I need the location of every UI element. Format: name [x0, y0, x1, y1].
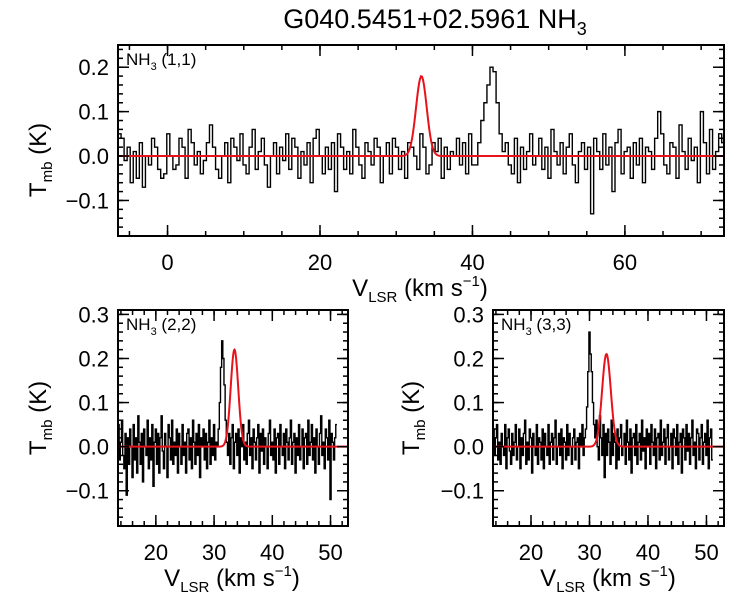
- panel-1-y-axis-label-symbol: T: [25, 182, 52, 197]
- panel-3-gaussian-fit: [493, 352, 724, 448]
- panel-2: 20 30 40 50 −0.1 0.0 0.1 0.2 0.3 NH3 (2,2) VLSR (k…: [25, 302, 349, 596]
- panel-2-x-axis-label-superscript: −1: [275, 563, 292, 580]
- panel-3-transition-label-subscript: 3: [526, 326, 532, 338]
- panel-1-x-axis-label-symbol: V: [352, 275, 368, 302]
- panel-1-x-axis-label-superscript: −1: [463, 273, 480, 290]
- panel-2-transition-label: NH3 (2,2): [126, 315, 196, 338]
- panel-3-axes-frame: [492, 309, 725, 527]
- panel-2-y-tick-label: 0.1: [78, 391, 109, 416]
- panel-2-transition-label-species: NH: [126, 315, 151, 334]
- panel-2-gaussian-fit: [118, 348, 348, 448]
- panel-3-y-tick-label: 0.3: [453, 302, 484, 327]
- panel-3-x-axis-label-subscript: LSR: [556, 579, 585, 596]
- panel-1-transition-label-subscript: 3: [151, 61, 157, 73]
- panel-3-x-tick-label: 20: [519, 540, 543, 565]
- panel-2-x-tick-label: 50: [318, 540, 342, 565]
- panel-1: 0 20 40 60 −0.1 0.0 0.1 0.2 NH3 (1,1) VLSR (km s−…: [25, 44, 725, 306]
- panel-1-x-tick-label: 0: [161, 250, 173, 275]
- panel-1-x-axis-label-close: ): [480, 275, 488, 302]
- panel-2-y-axis-label: Tmb (K): [25, 381, 56, 455]
- panel-1-y-tick-label: 0.1: [78, 100, 109, 125]
- panel-1-x-axis-label-subscript: LSR: [368, 289, 397, 306]
- panel-1-x-tick-label: 40: [460, 250, 484, 275]
- panel-3-x-axis-label-symbol: V: [540, 565, 556, 592]
- panel-3-transition-label-species: NH: [501, 315, 526, 334]
- panel-3-y-tick-label: −0.1: [441, 479, 484, 504]
- panel-3-x-tick-label: 30: [577, 540, 601, 565]
- panel-2-y-axis-label-symbol: T: [25, 440, 52, 455]
- panel-1-x-tick-label: 20: [308, 250, 332, 275]
- panel-1-x-tick-label: 60: [613, 250, 637, 275]
- panel-1-y-tick-label: 0.0: [78, 144, 109, 169]
- panel-3: 20 30 40 50 −0.1 0.0 0.1 0.2 0.3 NH3 (3,3) VLSR (k…: [398, 302, 725, 596]
- figure-title: G040.5451+02.5961 NH3: [283, 4, 587, 39]
- panel-2-y-tick-label: −0.1: [66, 479, 109, 504]
- panel-3-transition-label: NH3 (3,3): [501, 315, 571, 338]
- panel-2-y-axis-label-subscript: mb: [39, 420, 56, 441]
- panel-3-y-tick-label: 0.1: [453, 391, 484, 416]
- panel-3-x-axis-label: VLSR (km s−1): [540, 563, 676, 596]
- panel-3-transition-label-quantum-numbers: (3,3): [532, 315, 572, 334]
- panel-3-observed-spectrum: [493, 331, 713, 479]
- panel-1-gaussian-fit: [118, 75, 724, 158]
- panel-1-y-axis-label-unit: (K): [25, 123, 52, 162]
- panel-1-x-axis-label-unit: (km s: [397, 275, 462, 302]
- panel-1-y-axis-label-subscript: mb: [39, 162, 56, 183]
- panel-3-x-axis-label-unit: (km s: [585, 565, 650, 592]
- panel-1-axes-frame: [117, 44, 725, 237]
- panel-2-x-tick-label: 30: [202, 540, 226, 565]
- panel-3-x-tick-label: 40: [636, 540, 660, 565]
- panel-1-observed-spectrum: [118, 66, 724, 215]
- panel-2-x-axis-label-subscript: LSR: [180, 579, 209, 596]
- figure-title-text: G040.5451+02.5961 NH: [283, 4, 576, 34]
- panel-3-y-tick-label: 0.0: [453, 435, 484, 460]
- panel-2-y-tick-label: 0.2: [78, 346, 109, 371]
- panel-1-transition-label-species: NH: [126, 50, 151, 69]
- figure-title-subscript: 3: [577, 19, 587, 39]
- panel-1-y-tick-label: 0.2: [78, 55, 109, 80]
- panel-3-x-axis-label-superscript: −1: [651, 563, 668, 580]
- panel-3-y-axis-label-subscript: mb: [412, 420, 429, 441]
- panel-3-y-axis-label: Tmb (K): [398, 381, 429, 455]
- panel-2-x-tick-label: 20: [144, 540, 168, 565]
- panel-2-x-tick-label: 40: [260, 540, 284, 565]
- panel-2-x-axis-label-symbol: V: [164, 565, 180, 592]
- panel-2-x-axis-label: VLSR (km s−1): [164, 563, 300, 596]
- panel-2-observed-spectrum: [118, 340, 337, 501]
- panel-2-x-axis-label-close: ): [292, 565, 300, 592]
- panel-3-y-axis-label-symbol: T: [398, 440, 425, 455]
- panel-1-y-axis-label: Tmb (K): [25, 123, 56, 197]
- panel-2-y-axis-label-unit: (K): [25, 381, 52, 420]
- panel-1-x-axis-label: VLSR (km s−1): [352, 273, 488, 306]
- panel-2-x-axis-label-unit: (km s: [209, 565, 274, 592]
- panel-3-y-axis-label-unit: (K): [398, 381, 425, 420]
- panel-1-transition-label: NH3 (1,1): [126, 50, 196, 73]
- panel-2-axes-frame: [117, 309, 349, 527]
- panel-1-y-tick-label: −0.1: [66, 188, 109, 213]
- panel-3-y-tick-label: 0.2: [453, 346, 484, 371]
- panel-3-x-tick-label: 50: [694, 540, 718, 565]
- panel-2-transition-label-quantum-numbers: (2,2): [157, 315, 197, 334]
- panel-2-y-tick-label: 0.3: [78, 302, 109, 327]
- panel-3-x-axis-label-close: ): [668, 565, 676, 592]
- panel-2-transition-label-subscript: 3: [151, 326, 157, 338]
- panel-1-transition-label-quantum-numbers: (1,1): [157, 50, 197, 69]
- panel-2-y-tick-label: 0.0: [78, 435, 109, 460]
